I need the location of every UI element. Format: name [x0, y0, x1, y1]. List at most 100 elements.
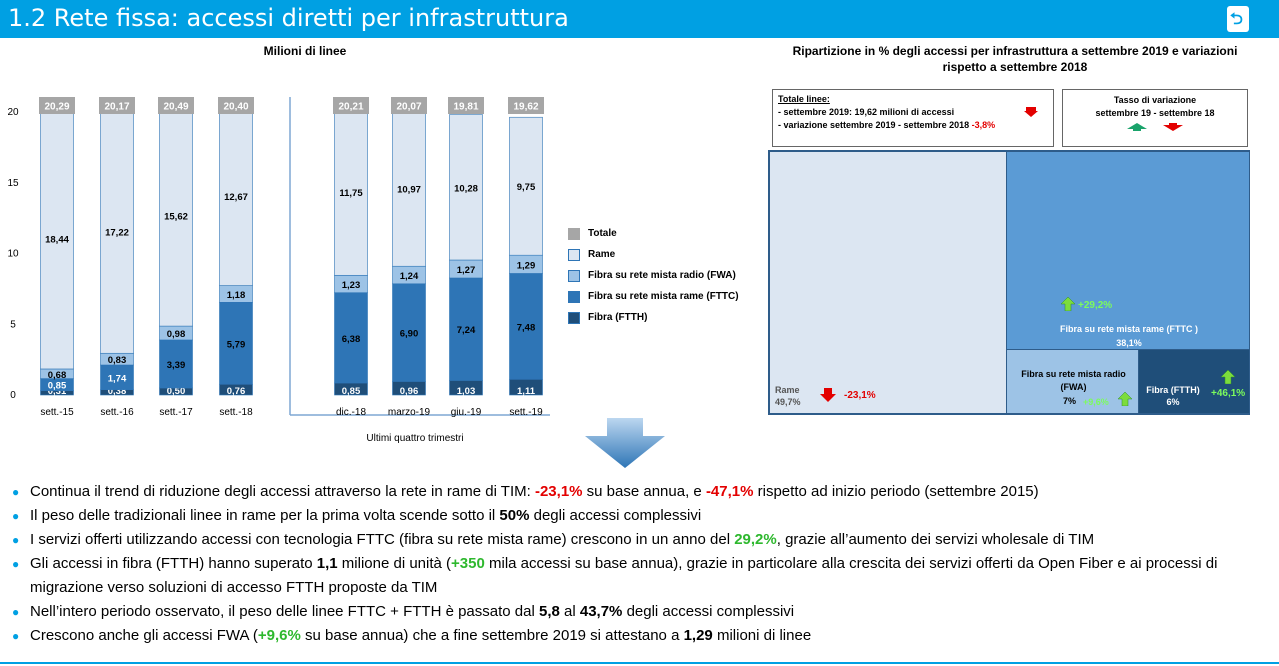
data-label: 1,29	[517, 260, 536, 271]
bar-segment	[159, 104, 193, 327]
bar-segment	[100, 109, 134, 354]
bar-segment	[159, 339, 193, 389]
down-arrow-icon	[1163, 123, 1184, 131]
treemap-title: Ripartizione in % degli accessi per infr…	[792, 44, 1238, 74]
bullet-text: +9,6%	[257, 627, 301, 644]
bullet-text: degli accessi complessivi	[622, 603, 795, 620]
total-label: 20,07	[396, 102, 421, 113]
bar-segment	[449, 114, 483, 261]
bullet-item: ● Il peso delle tradizionali linee in ram…	[12, 504, 1277, 528]
footer-line	[0, 662, 1279, 664]
data-label: 0,31	[48, 386, 67, 397]
bar-segment	[40, 107, 74, 370]
data-label: 10,97	[397, 185, 421, 196]
ftth-share: 6%	[1166, 397, 1180, 407]
treemap: Rame 49,7% -23,1% +29,2% Fibra su rete m…	[768, 150, 1250, 415]
header-bar: 1.2 Rete fissa: accessi diretti per infr…	[0, 0, 1279, 38]
bullet-text: su base annua) che a fine settembre 2019…	[300, 627, 684, 644]
x-tick-label: sett.-15	[40, 407, 74, 418]
bullet-item: ● I servizi offerti utilizzando accessi c…	[12, 528, 1277, 552]
bullet-text: I servizi offerti utilizzando accessi co…	[30, 531, 735, 548]
bullet-text: 1,1	[316, 555, 338, 572]
down-arrow-icon	[820, 388, 836, 402]
bullet-text: , grazie all’aumento dei servizi wholesa…	[776, 531, 1095, 548]
data-label: 1,03	[457, 386, 476, 397]
treemap-cell-ftth: Fibra (FTTH) 6% +46,1%	[1138, 349, 1250, 414]
tasso-sub: settembre 19 - settembre 18	[1095, 108, 1215, 118]
bullet-item: ● Crescono anche gli accessi FWA (+9,6% s…	[12, 624, 1277, 648]
data-label: 6,38	[342, 334, 361, 345]
total-box	[39, 97, 75, 114]
data-label: 1,27	[457, 265, 476, 276]
bar-segment	[334, 108, 368, 276]
bar-segment	[100, 364, 134, 390]
treemap-cell-fttc: +29,2% Fibra su rete mista rame (FTTC ) …	[1006, 151, 1250, 350]
legend-swatch	[568, 312, 580, 324]
legend-swatch	[568, 249, 580, 261]
total-box	[333, 97, 369, 114]
bullet-dot-icon: ●	[12, 533, 20, 547]
x-tick-label: sett.-19	[509, 407, 543, 418]
fttc-share: 38,1%	[1116, 338, 1142, 348]
bullet-text: 29,2%	[734, 531, 777, 548]
bar-segment	[509, 273, 543, 380]
totale-linee-box: Totale linee: - settembre 2019: 19,62 mi…	[772, 89, 1054, 147]
rame-share: 49,7%	[775, 397, 801, 407]
bullet-text: Crescono anche gli accessi FWA (	[30, 627, 258, 644]
up-arrow-icon	[1126, 123, 1147, 131]
bullet-text: rispetto ad inizio periodo (settembre 20…	[753, 483, 1039, 500]
ftth-change: +46,1%	[1211, 388, 1246, 399]
total-label: 20,40	[223, 102, 248, 113]
total-label: 19,62	[513, 102, 538, 113]
data-label: 1,74	[108, 373, 127, 384]
legend-swatch	[568, 228, 580, 240]
totale-line2: - variazione settembre 2019 - settembre …	[778, 120, 970, 130]
back-button[interactable]: ⮌	[1227, 6, 1249, 32]
y-tick-label: 0	[10, 390, 16, 401]
bullet-dot-icon: ●	[12, 557, 20, 571]
return-arrow-icon: ⮌	[1230, 11, 1243, 28]
big-down-arrow-icon	[585, 418, 665, 468]
data-label: 0,98	[167, 329, 186, 340]
data-label: 1,11	[517, 386, 536, 397]
fttc-change: +29,2%	[1078, 300, 1113, 311]
bar-segment	[509, 116, 543, 256]
total-box	[218, 97, 254, 114]
y-tick-label: 20	[7, 107, 19, 118]
bullet-text: Il peso delle tradizionali linee in rame…	[30, 507, 500, 524]
x-tick-label: dic.-18	[336, 407, 366, 418]
data-label: 11,75	[339, 188, 363, 199]
bullet-text: su base annua, e	[582, 483, 706, 500]
legend-swatch	[568, 270, 580, 282]
total-box	[158, 97, 194, 114]
legend-label: Totale	[588, 228, 617, 239]
bar-chart-title: Milioni di linee	[263, 44, 347, 58]
total-label: 19,81	[453, 102, 478, 113]
bar-segment	[392, 283, 426, 382]
data-label: 1,24	[400, 271, 419, 282]
up-arrow-icon	[1061, 297, 1075, 311]
data-label: 18,44	[45, 235, 69, 246]
bar-segment	[392, 110, 426, 267]
legend-label: Fibra su rete mista radio (FWA)	[588, 270, 736, 281]
bar-segment	[219, 302, 253, 385]
bullet-item: ● Gli accessi in fibra (FTTH) hanno super…	[12, 552, 1277, 600]
legend-label: Fibra su rete mista rame (FTTC)	[588, 291, 739, 302]
data-label: 0,50	[167, 386, 186, 397]
bullet-text: -23,1%	[534, 483, 583, 500]
group-label: Ultimi quattro trimestri	[366, 433, 463, 444]
legend-label: Fibra (FTTH)	[588, 312, 648, 323]
bullet-list: ● Continua il trend di riduzione degli ac…	[12, 480, 1277, 648]
y-tick-label: 15	[7, 178, 19, 189]
data-label: 6,90	[400, 329, 419, 340]
data-label: 0,85	[342, 386, 361, 397]
bullet-text: 5,8	[538, 603, 560, 620]
down-arrow-icon	[1024, 107, 1038, 117]
y-tick-label: 10	[7, 249, 19, 260]
totale-variation: -3,8%	[971, 120, 996, 130]
data-label: 9,75	[517, 182, 536, 193]
data-label: 0,38	[108, 386, 127, 397]
fwa-name: Fibra su rete mista radio (FWA)	[1021, 369, 1126, 392]
total-box	[508, 97, 544, 114]
